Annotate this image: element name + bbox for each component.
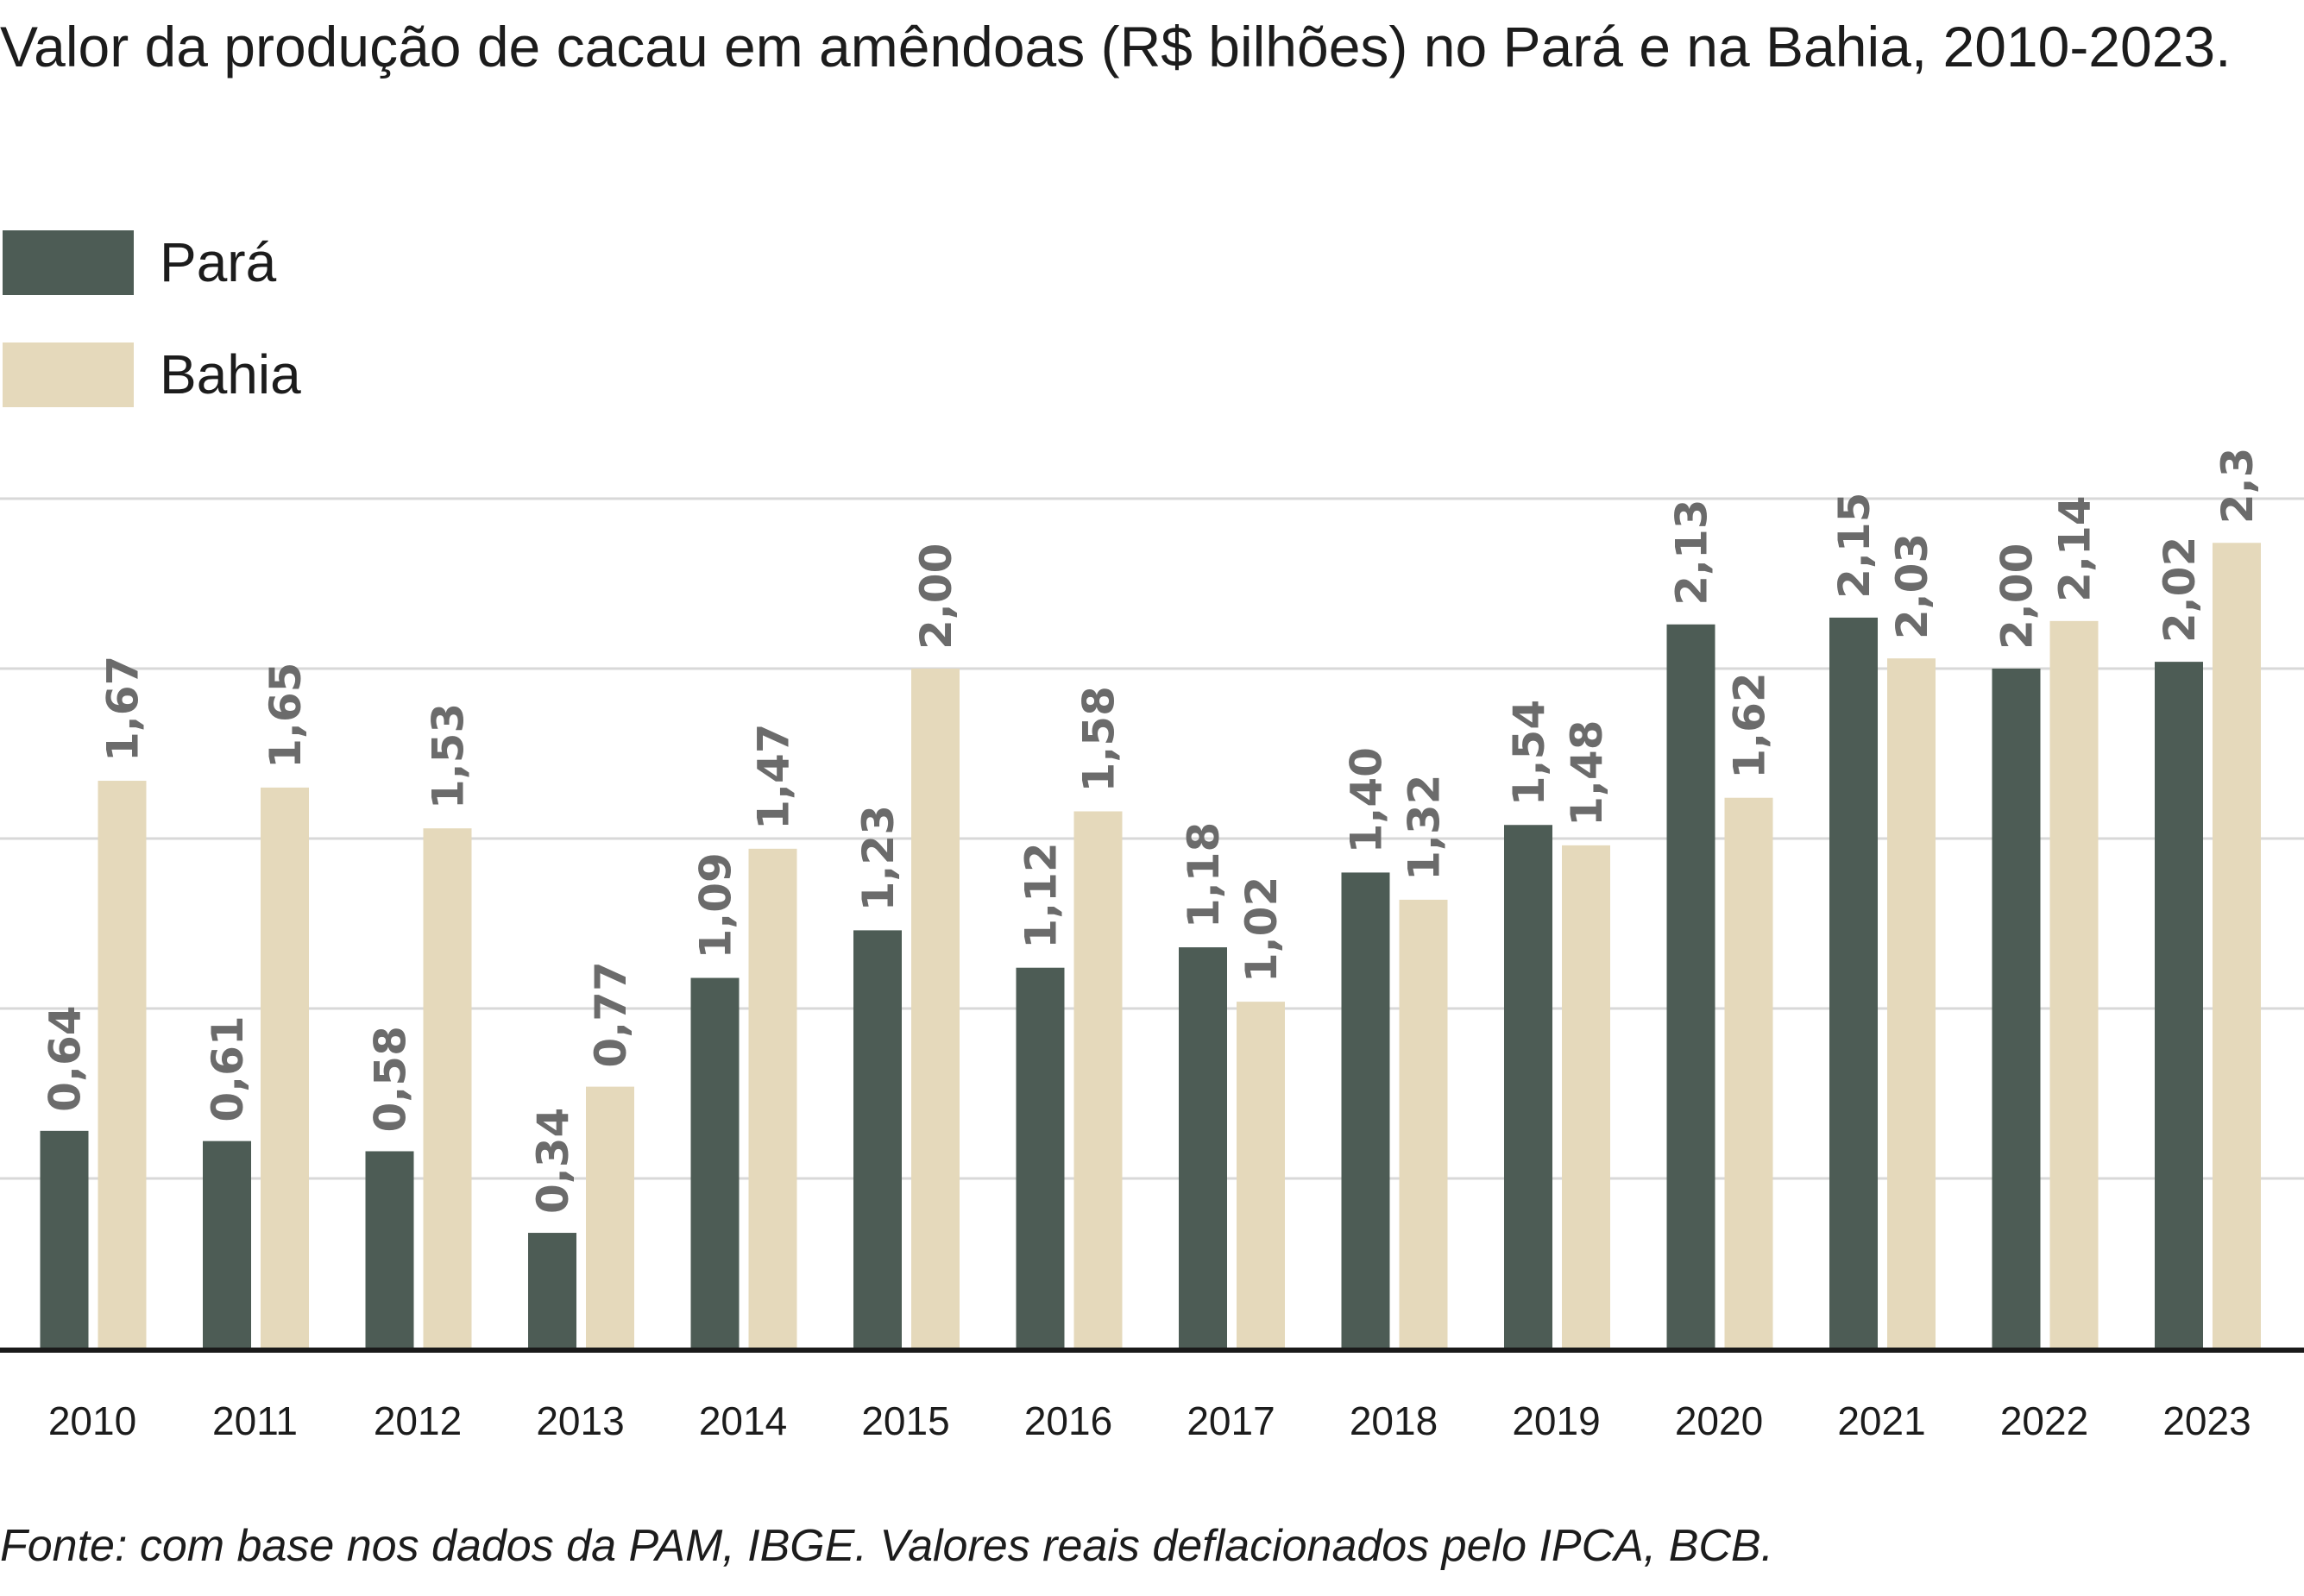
data-label-para-2015: 1,23	[853, 805, 903, 911]
x-tick-label-2021: 2021	[1837, 1398, 1925, 1443]
data-label-bahia-2015: 2,00	[911, 544, 961, 650]
data-label-bahia-2019: 1,48	[1562, 720, 1612, 826]
data-label-bahia-2013: 0,77	[586, 961, 636, 1067]
legend-swatch-bahia	[3, 342, 134, 407]
data-label-para-2020: 2,13	[1667, 499, 1717, 605]
bar-para-2010	[40, 1130, 89, 1348]
bar-para-2011	[203, 1140, 251, 1348]
bar-para-2014	[690, 977, 740, 1348]
data-label-bahia-2011: 1,65	[261, 663, 311, 769]
bar-para-2018	[1341, 872, 1390, 1348]
x-tick-label-2018: 2018	[1350, 1398, 1438, 1443]
data-label-bahia-2010: 1,67	[98, 656, 148, 762]
data-label-para-2017: 1,18	[1179, 822, 1229, 928]
x-tick-label-2017: 2017	[1187, 1398, 1275, 1443]
bar-para-2016	[1016, 967, 1065, 1348]
bar-para-2013	[528, 1233, 576, 1348]
data-label-bahia-2012: 1,53	[424, 703, 474, 809]
legend-swatch-para	[3, 229, 134, 295]
bar-bahia-2020	[1724, 797, 1773, 1348]
bar-para-2022	[1992, 669, 2041, 1348]
x-tick-label-2020: 2020	[1675, 1398, 1763, 1443]
data-label-para-2013: 0,34	[528, 1108, 578, 1214]
x-tick-label-2015: 2015	[861, 1398, 949, 1443]
x-tick-label-2019: 2019	[1512, 1398, 1600, 1443]
bar-bahia-2012	[423, 828, 472, 1348]
bar-bahia-2019	[1562, 845, 1610, 1348]
x-tick-label-2014: 2014	[699, 1398, 787, 1443]
data-label-para-2011: 0,61	[203, 1015, 253, 1122]
bar-para-2015	[853, 930, 902, 1348]
data-label-para-2016: 1,12	[1017, 842, 1067, 948]
data-label-para-2019: 1,54	[1504, 700, 1554, 806]
legend-label-para: Pará	[160, 231, 277, 293]
data-label-para-2023: 2,02	[2155, 537, 2205, 643]
bar-para-2017	[1179, 947, 1227, 1348]
x-tick-label-2010: 2010	[48, 1398, 136, 1443]
bar-para-2012	[365, 1151, 414, 1348]
data-label-para-2018: 1,40	[1342, 747, 1392, 853]
data-label-para-2022: 2,00	[1992, 544, 2043, 650]
legend-item-bahia: Bahia	[3, 341, 301, 408]
data-label-bahia-2020: 1,62	[1725, 672, 1775, 778]
data-label-para-2012: 0,58	[366, 1026, 416, 1132]
bar-para-2021	[1829, 617, 1878, 1348]
bar-bahia-2023	[2213, 543, 2261, 1348]
bar-bahia-2018	[1399, 899, 1448, 1348]
chart-title: Valor da produção de cacau em amêndoas (…	[0, 15, 2232, 79]
bar-bahia-2021	[1887, 658, 1936, 1348]
legend-label-bahia: Bahia	[160, 343, 301, 405]
x-tick-label-2012: 2012	[374, 1398, 462, 1443]
bar-bahia-2016	[1073, 811, 1123, 1348]
bar-bahia-2015	[911, 669, 960, 1348]
data-label-para-2010: 0,64	[41, 1005, 91, 1111]
bar-bahia-2022	[2049, 620, 2099, 1348]
legend-item-para: Pará	[3, 229, 276, 296]
data-label-para-2021: 2,15	[1829, 493, 1879, 599]
data-label-bahia-2016: 1,58	[1074, 686, 1124, 792]
data-label-bahia-2023: 2,37	[2213, 449, 2263, 524]
x-tick-label-2016: 2016	[1024, 1398, 1112, 1443]
x-tick-label-2013: 2013	[536, 1398, 624, 1443]
x-tick-label-2022: 2022	[2000, 1398, 2088, 1443]
bar-bahia-2014	[748, 848, 797, 1348]
data-label-bahia-2022: 2,14	[2050, 495, 2100, 601]
data-label-bahia-2021: 2,03	[1887, 533, 1937, 639]
bar-bahia-2010	[98, 781, 147, 1348]
bar-bahia-2017	[1237, 1002, 1285, 1348]
data-label-bahia-2014: 1,47	[749, 723, 799, 829]
bar-para-2019	[1504, 825, 1552, 1348]
x-tick-label-2023: 2023	[2162, 1398, 2250, 1443]
bar-bahia-2011	[261, 787, 309, 1348]
data-label-bahia-2018: 1,32	[1400, 775, 1450, 881]
data-label-bahia-2017: 1,02	[1237, 877, 1287, 983]
bar-chart: 0,64 1,67 2010 0,61 1,65 2011 0,58 1,53 2012 0,34…	[0, 449, 2304, 1443]
bar-bahia-2013	[586, 1086, 634, 1348]
source-note: Fonte: com base nos dados da PAM, IBGE. …	[0, 1521, 1774, 1571]
data-label-para-2014: 1,09	[691, 852, 741, 958]
bar-para-2023	[2155, 662, 2203, 1348]
bar-para-2020	[1666, 624, 1715, 1348]
x-tick-label-2011: 2011	[212, 1398, 298, 1443]
